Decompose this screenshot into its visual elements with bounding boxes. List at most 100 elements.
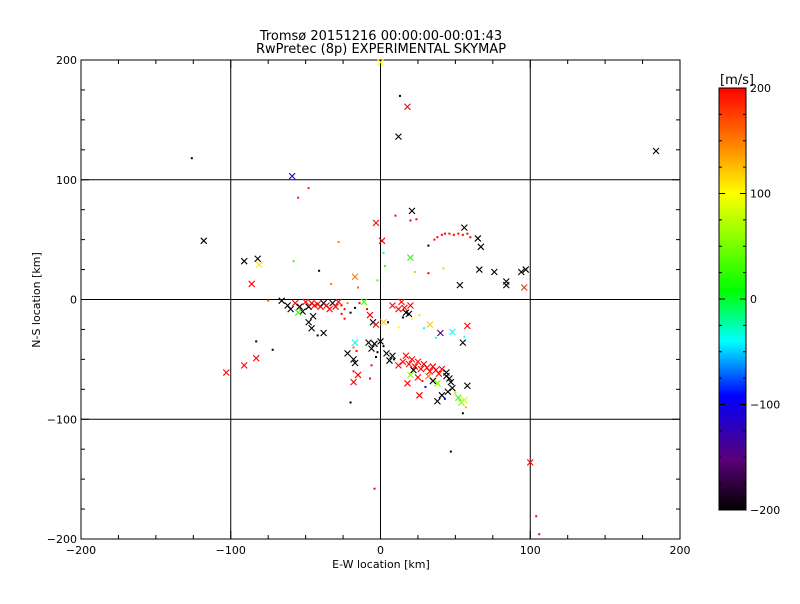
- grid-lines: [81, 60, 680, 539]
- data-point-cross: [326, 305, 333, 313]
- y-tick-label: −100: [47, 413, 77, 426]
- data-point-cross: [438, 365, 446, 373]
- data-point-cross: [402, 352, 410, 360]
- colorbar-tick-label: 200: [750, 82, 771, 95]
- data-point-dot: [424, 385, 427, 388]
- data-point-dot: [452, 233, 455, 236]
- data-point-dot: [343, 308, 346, 311]
- data-point-dot: [421, 379, 424, 382]
- data-point-dot: [190, 157, 193, 160]
- data-point-cross: [454, 394, 462, 402]
- data-point-cross: [287, 305, 295, 313]
- data-point-dot: [316, 334, 319, 337]
- data-point-dot: [443, 232, 446, 235]
- colorbar-tick-label: 100: [750, 188, 771, 201]
- x-axis-ticks: −200 −100 0 100 200: [66, 60, 691, 557]
- data-point-dot: [357, 286, 360, 289]
- data-point-dot: [366, 308, 369, 311]
- y-axis-label: N-S location [km]: [30, 252, 43, 348]
- data-point-dot: [346, 302, 349, 305]
- data-point-cross: [434, 397, 441, 405]
- data-point-cross: [383, 349, 390, 357]
- data-point-dot: [433, 238, 436, 241]
- chart-subtitle: RwPretec (8p) EXPERIMENTAL SKYMAP: [256, 42, 506, 57]
- data-point-dot: [354, 306, 357, 309]
- data-point-cross: [444, 388, 452, 396]
- data-point-dot: [448, 232, 451, 235]
- data-point-dot: [349, 401, 352, 404]
- data-point-cross: [351, 359, 359, 367]
- data-point-cross: [448, 384, 456, 392]
- data-point-cross: [291, 299, 299, 307]
- data-point-dot: [466, 232, 469, 235]
- data-point-cross: [448, 328, 456, 336]
- data-point-dot: [469, 236, 472, 239]
- data-point-cross: [350, 378, 357, 386]
- data-point-cross: [474, 235, 482, 242]
- data-point-cross: [445, 375, 453, 382]
- data-point-dot: [340, 312, 343, 315]
- data-point-dot: [352, 370, 355, 373]
- data-points: [190, 59, 660, 536]
- data-point-cross: [344, 349, 351, 357]
- data-point-cross: [410, 366, 417, 374]
- colorbar-tick-label: −100: [750, 399, 780, 412]
- data-point-cross: [308, 324, 316, 332]
- data-point-cross: [460, 224, 468, 232]
- data-point-cross: [351, 273, 359, 281]
- data-point-cross: [522, 266, 530, 273]
- data-point-cross: [490, 268, 498, 276]
- data-point-cross: [411, 363, 419, 370]
- data-point-cross: [405, 360, 413, 368]
- data-point-dot: [535, 515, 538, 518]
- x-axis-label: E-W location [km]: [332, 558, 430, 571]
- data-point-dot: [382, 345, 385, 348]
- data-point-dot: [440, 233, 443, 236]
- data-point-dot: [422, 327, 425, 330]
- data-point-dot: [434, 336, 437, 339]
- data-point-cross: [366, 311, 374, 319]
- data-point-dot: [443, 397, 446, 400]
- data-point-dot: [418, 314, 421, 317]
- data-point-cross: [320, 329, 327, 337]
- data-point-dot: [461, 412, 464, 415]
- data-point-dot: [464, 406, 467, 409]
- data-point-dot: [337, 241, 340, 244]
- data-point-cross: [368, 345, 375, 352]
- data-point-dot: [463, 335, 466, 338]
- data-point-cross: [414, 358, 422, 366]
- chart-title: Tromsø 20151216 00:00:00-00:01:43: [259, 29, 502, 44]
- data-point-dot: [369, 377, 372, 380]
- data-point-cross: [447, 378, 455, 386]
- data-point-dot: [255, 340, 258, 343]
- data-point-cross: [460, 396, 468, 404]
- data-point-cross: [365, 339, 372, 346]
- data-point-cross: [395, 133, 402, 141]
- data-point-cross: [652, 147, 660, 155]
- data-point-cross: [380, 318, 387, 326]
- data-point-cross: [408, 207, 416, 215]
- y-tick-label: 200: [56, 54, 77, 67]
- data-point-cross: [438, 391, 446, 399]
- data-point-cross: [255, 261, 263, 269]
- data-point-dot: [358, 302, 361, 305]
- colorbar-label: [m/s]: [720, 73, 754, 88]
- x-tick-label: −200: [66, 544, 96, 557]
- data-point-cross: [296, 303, 304, 311]
- data-point-dot: [352, 346, 355, 349]
- data-point-dot: [397, 326, 400, 329]
- data-point-cross: [404, 379, 411, 387]
- data-point-cross: [389, 352, 396, 360]
- data-point-cross: [371, 340, 378, 348]
- data-point-dot: [538, 533, 541, 536]
- data-point-cross: [459, 339, 467, 346]
- data-point-dot: [343, 317, 346, 320]
- data-point-cross: [288, 172, 296, 180]
- data-point-cross: [502, 281, 510, 289]
- x-tick-label: 100: [520, 544, 541, 557]
- colorbar-ticks: 200 100 0 −100 −200: [719, 82, 780, 517]
- data-point-cross: [407, 371, 414, 379]
- data-point-dot: [457, 232, 460, 235]
- data-point-cross: [401, 304, 408, 312]
- y-tick-label: 100: [56, 174, 77, 187]
